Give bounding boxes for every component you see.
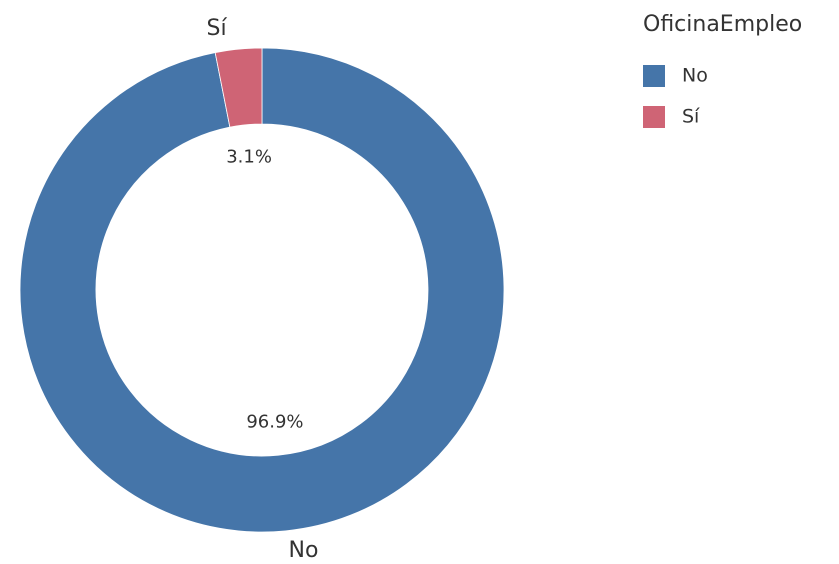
legend-label: Sí <box>682 106 700 128</box>
slice <box>214 47 263 128</box>
legend-swatch <box>643 65 665 87</box>
value-label: 3.1% <box>226 147 272 168</box>
slice <box>19 47 505 533</box>
legend-swatch <box>643 106 665 128</box>
legend-title: OficinaEmpleo <box>643 12 802 37</box>
category-label: No <box>289 538 319 563</box>
category-label: Sí <box>206 16 227 41</box>
legend-label: No <box>682 65 708 87</box>
value-label: 96.9% <box>246 411 303 432</box>
